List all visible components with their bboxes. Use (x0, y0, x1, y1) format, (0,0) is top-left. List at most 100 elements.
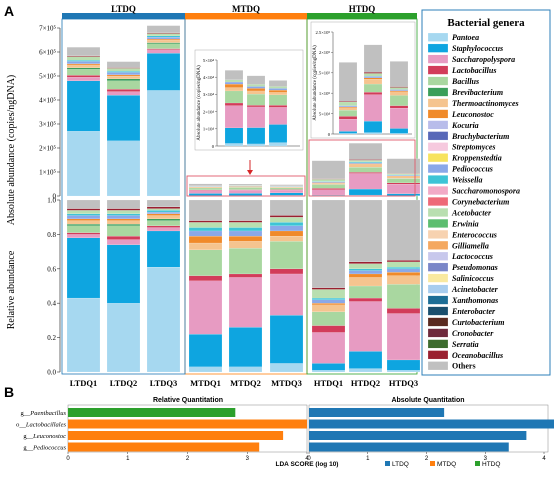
bar-segment-LTDQ1-Bacillus (66, 69, 101, 76)
bar-segment-LTDQ1-Brevibacterium (66, 224, 101, 226)
inset-bar-segment-MTDQ1-Others (224, 70, 244, 80)
bar-segment-HTDQ2-Weissella (348, 268, 383, 271)
inset-y-tick: 0 (212, 144, 215, 149)
bar-segment-MTDQ1-Acetobacter (188, 222, 223, 228)
bar-segment-MTDQ3-Thermoactinomyces (269, 236, 304, 242)
lda-bar-absolute-2 (309, 431, 527, 440)
legend-item-xanthomonas: Xanthomonas (451, 296, 498, 305)
bar-segment-LTDQ3-Weissella (146, 210, 181, 213)
bar-segment-HTDQ2-Weissella (348, 161, 383, 163)
inset-bar-segment-MTDQ2-Pediococcus (246, 86, 266, 89)
bar-segment-LTDQ3-Staphylococcus (146, 230, 181, 268)
inset-bar-segment-MTDQ1-Pediococcus (224, 81, 244, 85)
lda-tick-absolute: 1 (366, 456, 370, 462)
bar-segment-MTDQ3-Leuconostoc (269, 230, 304, 237)
inset-bar-segment-HTDQ3-Thermoactinomyces (389, 91, 409, 96)
legend-swatch-cronobacter (427, 328, 449, 338)
bar-segment-MTDQ2-Others (228, 199, 263, 221)
bar-segment-LTDQ2-Staphylococcus (106, 244, 141, 304)
bar-segment-MTDQ3-Saccharopolyspora (269, 189, 304, 193)
legend-swatch-lactococcus (427, 251, 449, 261)
rel-axis-label: Relative abundance (6, 250, 17, 329)
inset-y-tick: 3×10⁴ (203, 92, 214, 97)
bar-segment-LTDQ1-Pantoea (66, 131, 101, 197)
lda-tick-relative: 1 (126, 456, 130, 462)
inset-bar-segment-MTDQ3-Others (268, 80, 288, 87)
bar-segment-HTDQ3-Acetobacter (386, 261, 421, 268)
inset-bar-segment-HTDQ3-Staphylococcus (389, 128, 409, 134)
bar-segment-LTDQ3-Leuconostoc (146, 38, 181, 41)
bar-segment-LTDQ2-Acetobacter (106, 210, 141, 214)
bar-segment-MTDQ3-Staphylococcus (269, 192, 304, 196)
bar-segment-MTDQ1-Pediococcus (188, 230, 223, 237)
legend-swatch-bacillus (427, 76, 449, 86)
bar-segment-LTDQ1-Pantoea (66, 297, 101, 373)
legend-item-pediococcus: Pediococcus (452, 165, 493, 174)
bar-segment-LTDQ1-Pediococcus (66, 61, 101, 64)
legend-swatch-pseudomonas (427, 262, 449, 272)
bar-segment-MTDQ2-Saccharopolyspora (228, 189, 263, 194)
bar-segment-LTDQ1-Lactobacillus (66, 75, 101, 78)
bar-segment-MTDQ1-Staphylococcus (188, 334, 223, 367)
inset-bar-segment-MTDQ3-Lactobacillus (268, 105, 288, 108)
bar-segment-HTDQ3-Thermoactinomyces (386, 275, 421, 285)
y-tick-label: 1×10⁵ (39, 169, 56, 177)
sample-label-HTDQ1: HTDQ1 (314, 378, 343, 388)
y-tick-label: 5×10⁵ (39, 73, 56, 81)
bar-segment-LTDQ3-Pantoea (146, 267, 181, 373)
legend-swatch-oceanobacillus (427, 350, 449, 360)
legend-swatch-weissella (427, 175, 449, 184)
inset-bar-segment-HTDQ1-Acetobacter (338, 101, 358, 106)
y-tick-label: 2×10⁵ (39, 145, 56, 153)
bar-segment-HTDQ3-Others (386, 158, 421, 174)
bar-segment-LTDQ3-Thermoactinomyces (146, 215, 181, 219)
legend-item-salinicoccus: Salinicoccus (452, 274, 494, 283)
bar-segment-MTDQ1-Pantoea (188, 366, 223, 373)
lda-xlabel: LDA SCORE (log 10) (276, 461, 339, 468)
lda-legend-ltdq: LTDQ (392, 461, 409, 468)
bar-segment-MTDQ2-Bacillus (228, 187, 263, 190)
lda-chart: Relative Quantitation Absolute Quantitat… (16, 397, 554, 468)
legend-item-lactobacillus: Lactobacillus (451, 66, 496, 75)
legend-item-streptomyces: Streptomyces (452, 143, 496, 152)
bar-segment-LTDQ1-Pediococcus (66, 215, 101, 219)
legend-item-kocuria: Kocuria (451, 121, 479, 130)
inset-bar-segment-MTDQ3-Pantoea (268, 142, 288, 147)
inset-bar-segment-HTDQ3-Bacillus (389, 95, 409, 106)
bar-segment-HTDQ1-Staphylococcus (311, 363, 346, 371)
lda-feature-label-0: g__Paenibacillus (21, 410, 67, 417)
inset-bar-segment-HTDQ2-Lactobacillus (363, 92, 383, 95)
inset-bar-segment-MTDQ3-Leuconostoc (268, 90, 288, 93)
bar-segment-LTDQ1-Lactobacillus (66, 232, 101, 235)
legend-swatch-thermoactinomyces (427, 98, 449, 108)
lda-legend-swatch-htdq (475, 461, 480, 466)
bar-segment-MTDQ1-Thermoactinomyces (188, 242, 223, 250)
y-tick-label: 1.0 (47, 197, 56, 205)
bar-segment-MTDQ2-Acetobacter (228, 222, 263, 228)
group-bar-ltdq (62, 13, 185, 19)
bar-segment-LTDQ1-Thermoactinomyces (66, 64, 101, 68)
bar-segment-HTDQ2-Others (348, 143, 383, 160)
bar-segment-LTDQ1-Others (66, 199, 101, 209)
bar-segment-HTDQ1-Saccharopolyspora (311, 189, 346, 196)
inset-bar-segment-HTDQ1-Pediococcus (338, 105, 358, 107)
bar-segment-LTDQ2-Bacillus (106, 80, 141, 90)
bar-segment-MTDQ3-Others (269, 199, 304, 216)
inset-y-tick: 1.5×10⁵ (315, 71, 330, 76)
legend-swatch-erwinia (427, 219, 449, 228)
inset-y-tick: 2.5×10⁵ (315, 30, 330, 35)
bar-segment-HTDQ3-Lactobacillus (386, 308, 421, 314)
inset-bar-segment-HTDQ1-Oceanobacillus (338, 101, 358, 103)
bar-segment-HTDQ2-Lactobacillus (348, 297, 383, 302)
bar-segment-MTDQ1-Saccharopolyspora (188, 280, 223, 335)
group-label-ltdq: LTDQ (111, 4, 136, 14)
bar-segment-MTDQ2-Staphylococcus (228, 327, 263, 367)
legend-swatch-enterococcus (427, 230, 449, 239)
bar-segment-MTDQ2-Bacillus (228, 248, 263, 275)
lda-legend-swatch-mtdq (430, 461, 435, 466)
legend-item-saccharomonospora: Saccharomonospora (452, 187, 520, 196)
inset-bar-segment-MTDQ1-Saccharopolyspora (224, 105, 244, 129)
inset-y-tick: 1×10⁵ (319, 91, 330, 96)
legend-item-curtobacterium: Curtobacterium (452, 318, 504, 327)
bar-segment-MTDQ3-Oceanobacillus (269, 215, 304, 218)
